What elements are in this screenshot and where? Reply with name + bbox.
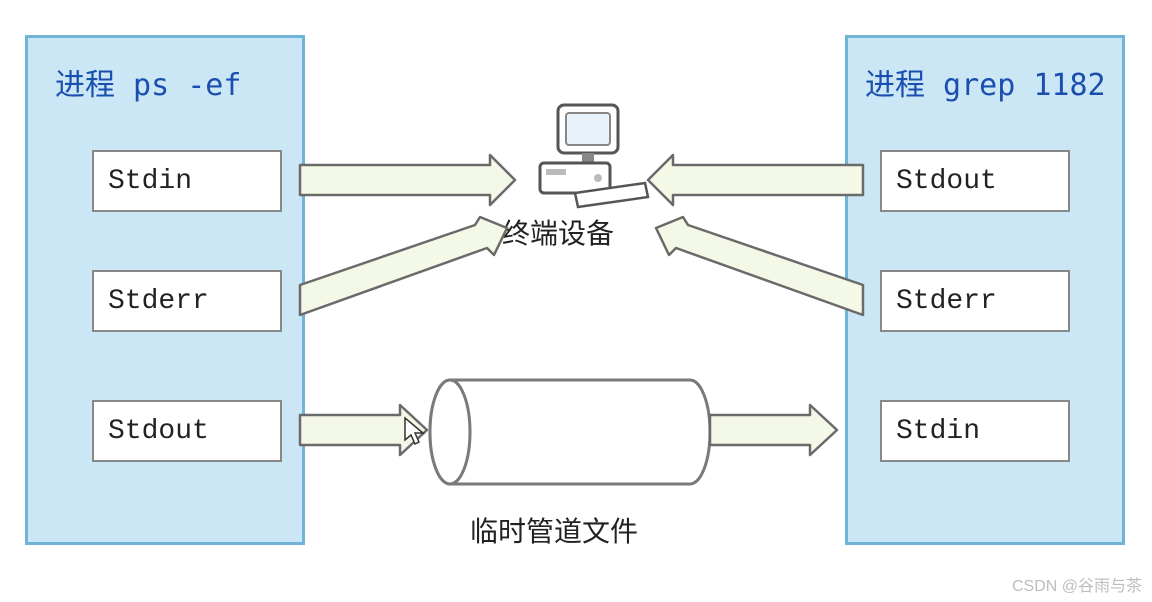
pipe-cylinder: [430, 380, 710, 484]
pipe-to-right-stdin: [710, 405, 837, 455]
left-stdin-label: Stdin: [108, 166, 192, 197]
right-stdout-label: Stdout: [896, 166, 997, 197]
right-stderr-to-terminal: [656, 217, 863, 315]
pipe-label: 临时管道文件: [470, 510, 638, 550]
right-stdin-label: Stdin: [896, 416, 980, 447]
terminal-label: 终端设备: [502, 212, 614, 252]
right-process-title: 进程 grep 1182: [865, 60, 1106, 104]
left-stderr-to-terminal: [300, 217, 507, 315]
left-stdout-label: Stdout: [108, 416, 209, 447]
left-stdin-box: Stdin: [92, 150, 282, 212]
left-stdout-to-pipe: [300, 405, 427, 455]
left-stderr-box: Stderr: [92, 270, 282, 332]
left-stderr-label: Stderr: [108, 286, 209, 317]
right-stdout-box: Stdout: [880, 150, 1070, 212]
right-stderr-label: Stderr: [896, 286, 997, 317]
left-process-title: 进程 ps -ef: [55, 60, 241, 104]
watermark-text: CSDN @谷雨与茶: [1012, 572, 1142, 596]
right-stderr-box: Stderr: [880, 270, 1070, 332]
right-stdin-box: Stdin: [880, 400, 1070, 462]
left-stdout-box: Stdout: [92, 400, 282, 462]
right-stdout-to-terminal: [648, 155, 863, 205]
terminal-icon: [540, 105, 648, 207]
left-stdin-to-terminal: [300, 155, 515, 205]
cursor-icon: [405, 418, 423, 444]
